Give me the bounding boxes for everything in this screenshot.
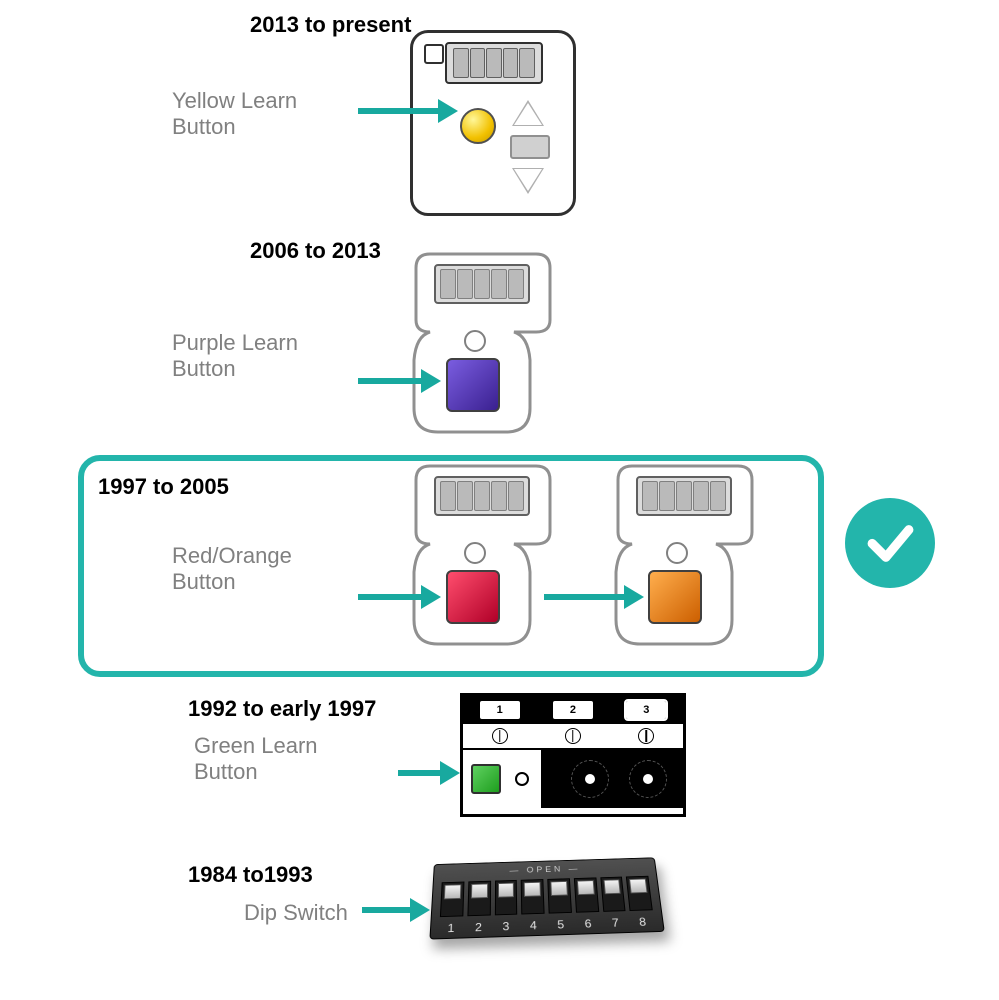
dip-num: 5 <box>549 918 573 932</box>
indicator-square <box>424 44 444 64</box>
checkmark-icon <box>845 498 935 588</box>
dip-switch-icon <box>574 877 599 912</box>
orange-learn-button-icon <box>648 570 702 624</box>
terminal-block <box>434 264 530 304</box>
panel-dipswitch: — OPEN — 1 2 3 4 5 6 7 8 <box>432 856 662 938</box>
label-red-orange: Red/Orange Button <box>172 543 352 596</box>
panel-2006 <box>398 250 568 440</box>
dial-icon <box>567 756 613 802</box>
label-dip-switch: Dip Switch <box>244 900 348 926</box>
label-green-learn: Green Learn Button <box>194 733 364 786</box>
panel-red <box>398 462 568 652</box>
yellow-learn-button-icon <box>460 108 496 144</box>
panel-2013 <box>410 30 570 210</box>
dip-num: 7 <box>603 916 627 930</box>
terminal-block <box>636 476 732 516</box>
down-triangle-icon <box>512 168 544 194</box>
peg-icon <box>464 542 486 564</box>
screw-icon <box>492 728 508 744</box>
dip-switch-icon <box>494 880 517 915</box>
red-learn-button-icon <box>446 570 500 624</box>
tab-3: 3 <box>626 701 666 719</box>
led-icon <box>515 772 529 786</box>
dip-switch-icon <box>440 882 464 918</box>
terminal-block <box>434 476 530 516</box>
dip-switch-icon <box>547 878 571 913</box>
panel-1992: 1 2 3 <box>460 693 686 817</box>
dip-switch-icon <box>467 881 490 917</box>
dip-num: 2 <box>467 920 491 934</box>
dip-switch-icon <box>600 877 626 912</box>
label-purple-learn: Purple Learn Button <box>172 330 352 383</box>
dip-num: 6 <box>576 917 600 931</box>
tab-2: 2 <box>553 701 593 719</box>
panel-orange <box>600 462 770 652</box>
dip-switch-icon <box>521 879 545 914</box>
peg-icon <box>464 330 486 352</box>
dip-num: 4 <box>522 918 546 932</box>
screw-icon <box>565 728 581 744</box>
tab-1: 1 <box>480 701 520 719</box>
title-2006-2013: 2006 to 2013 <box>250 238 381 264</box>
stop-rect-icon <box>510 135 550 159</box>
title-1984-1993: 1984 to1993 <box>188 862 313 888</box>
dip-switch-icon <box>626 876 653 911</box>
green-learn-button-icon <box>471 764 501 794</box>
screw-icon <box>638 728 654 744</box>
dip-open-text: — OPEN — <box>434 862 655 878</box>
dip-num: 3 <box>494 919 517 933</box>
purple-learn-button-icon <box>446 358 500 412</box>
title-1997-2005: 1997 to 2005 <box>98 474 229 500</box>
terminal-block <box>445 42 543 84</box>
title-1992-1997: 1992 to early 1997 <box>188 696 376 722</box>
peg-icon <box>666 542 688 564</box>
label-yellow-learn: Yellow Learn Button <box>172 88 352 141</box>
dip-num: 8 <box>630 915 655 929</box>
dial-icon <box>625 756 671 802</box>
dip-num: 1 <box>439 921 463 935</box>
up-triangle-icon <box>512 100 544 126</box>
title-2013-present: 2013 to present <box>250 12 411 38</box>
